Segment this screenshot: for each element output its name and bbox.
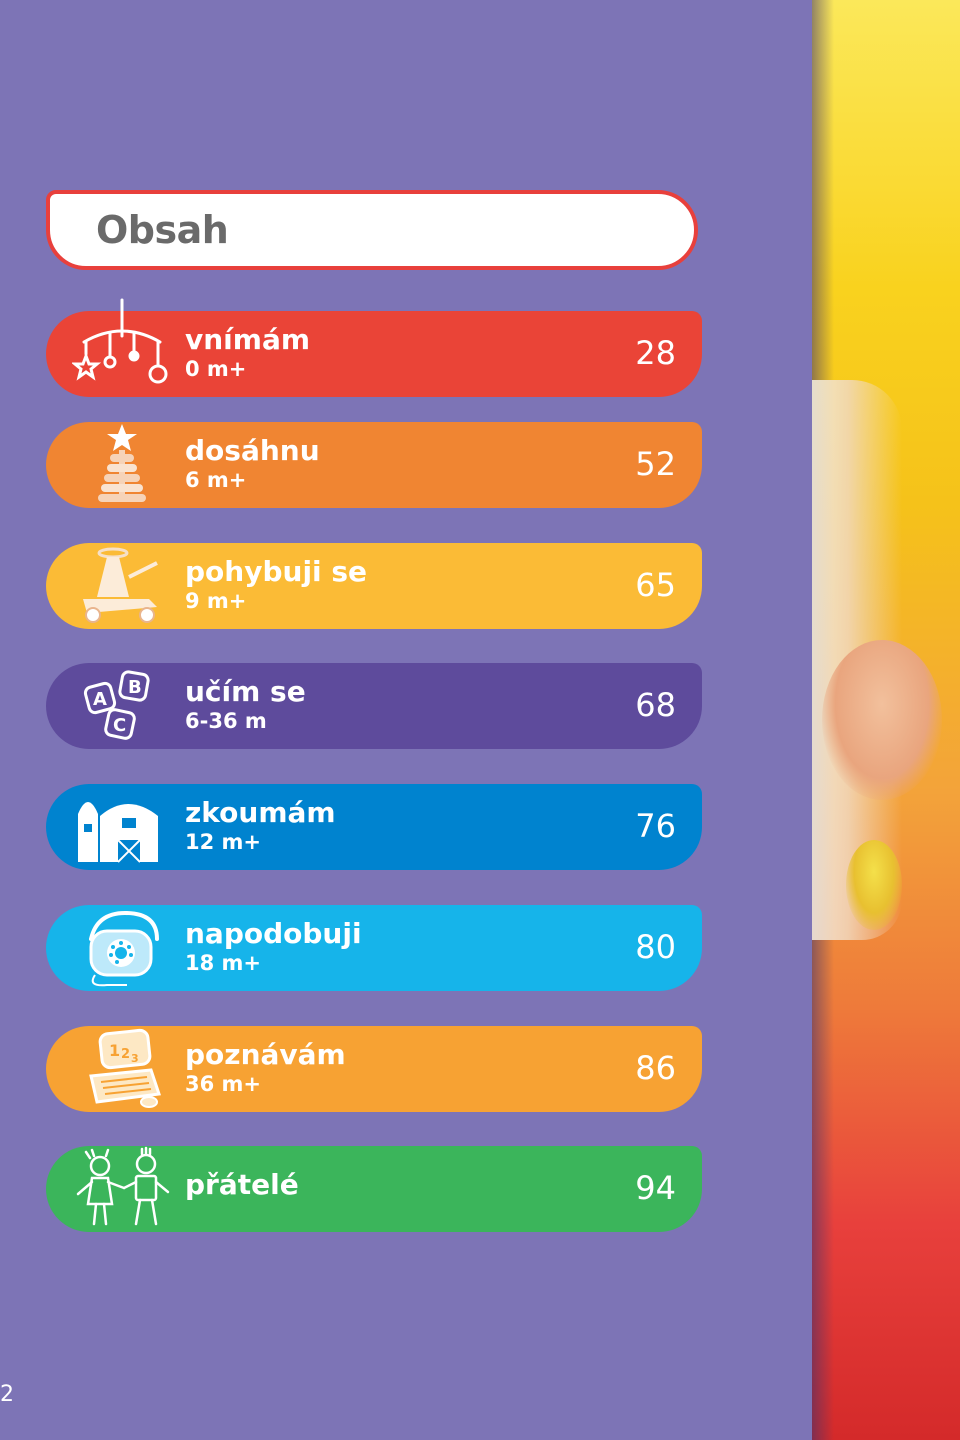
section-age: 18 m+ xyxy=(185,951,262,975)
photo-hand xyxy=(822,640,942,800)
page-title: Obsah xyxy=(96,208,229,252)
toc-row-poznavam[interactable]: 1 2 3 poznávám 36 m+ 86 xyxy=(46,1026,702,1112)
section-name: napodobuji xyxy=(185,917,362,950)
mobile-icon xyxy=(68,298,176,397)
toc-row-pohybuji-se[interactable]: pohybuji se 9 m+ 65 xyxy=(46,543,702,629)
section-name: vnímám xyxy=(185,323,311,356)
cover-photo-strip xyxy=(812,0,960,1440)
toc-row-vnimam[interactable]: vnímám 0 m+ 28 xyxy=(46,298,702,397)
section-age: 6-36 m xyxy=(185,709,267,733)
section-name: poznávám xyxy=(185,1038,346,1071)
svg-text:A: A xyxy=(93,689,107,710)
section-page: 68 xyxy=(635,686,676,724)
section-page: 86 xyxy=(635,1049,676,1087)
section-page: 94 xyxy=(635,1169,676,1207)
photo-figurine xyxy=(846,840,902,930)
toc-row-dosahnu[interactable]: dosáhnu 6 m+ 52 xyxy=(46,422,702,508)
section-age: 12 m+ xyxy=(185,830,262,854)
section-page: 28 xyxy=(635,334,676,372)
title-box: Obsah xyxy=(46,190,698,270)
section-name: učím se xyxy=(185,675,306,708)
section-page: 80 xyxy=(635,928,676,966)
svg-text:C: C xyxy=(113,715,126,736)
svg-text:2: 2 xyxy=(121,1047,130,1062)
section-page: 65 xyxy=(635,566,676,604)
toc-row-pratele[interactable]: přátelé 94 xyxy=(46,1146,702,1232)
section-name: dosáhnu xyxy=(185,434,320,467)
section-name: přátelé xyxy=(185,1168,299,1201)
toc-row-ucim-se[interactable]: A B C učím se 6-36 m 68 xyxy=(46,663,702,749)
section-age: 36 m+ xyxy=(185,1072,262,1096)
svg-text:3: 3 xyxy=(131,1052,139,1065)
walker-toy-icon xyxy=(68,543,176,629)
svg-text:B: B xyxy=(128,677,142,698)
section-name: pohybuji se xyxy=(185,555,368,588)
section-age: 6 m+ xyxy=(185,468,247,492)
toy-phone-icon xyxy=(68,905,176,991)
section-page: 76 xyxy=(635,807,676,845)
stacking-rings-icon xyxy=(68,422,176,508)
section-name: zkoumám xyxy=(185,796,336,829)
section-age: 0 m+ xyxy=(185,357,247,381)
toy-laptop-icon: 1 2 3 xyxy=(68,1026,176,1112)
section-page: 52 xyxy=(635,445,676,483)
abc-blocks-icon: A B C xyxy=(68,663,176,749)
page-number: 2 xyxy=(0,1382,14,1407)
section-age: 9 m+ xyxy=(185,589,247,613)
toc-row-napodobuji[interactable]: napodobuji 18 m+ 80 xyxy=(46,905,702,991)
toc-row-zkoumam[interactable]: zkoumám 12 m+ 76 xyxy=(46,784,702,870)
barn-icon xyxy=(68,784,176,870)
friends-icon xyxy=(68,1146,176,1232)
svg-text:1: 1 xyxy=(109,1041,120,1060)
